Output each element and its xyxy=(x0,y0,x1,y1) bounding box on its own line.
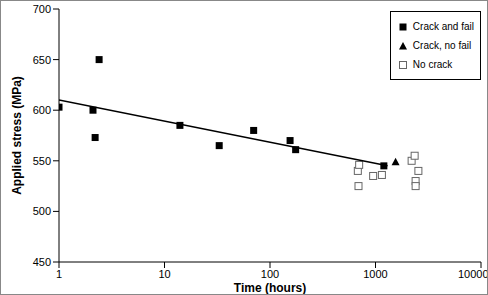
svg-text:1: 1 xyxy=(56,268,62,280)
html-text:Crack, no fail: Crack, no fail xyxy=(412,40,472,51)
svg-text:450: 450 xyxy=(33,256,51,268)
svg-text:Time (hours): Time (hours) xyxy=(234,281,306,294)
html-text:No crack: No crack xyxy=(412,59,453,70)
svg-text:Applied stress (MPa): Applied stress (MPa) xyxy=(10,76,24,195)
svg-text:500: 500 xyxy=(33,205,51,217)
svg-text:10: 10 xyxy=(158,268,170,280)
svg-text:700: 700 xyxy=(33,3,51,15)
svg-text:10000: 10000 xyxy=(458,268,480,280)
svg-text:600: 600 xyxy=(33,104,51,116)
html-text:Crack and fail: Crack and fail xyxy=(412,21,474,32)
svg-text:100: 100 xyxy=(261,268,279,280)
svg-text:650: 650 xyxy=(33,54,51,66)
svg-text:1000: 1000 xyxy=(363,268,387,280)
svg-text:550: 550 xyxy=(33,155,51,167)
